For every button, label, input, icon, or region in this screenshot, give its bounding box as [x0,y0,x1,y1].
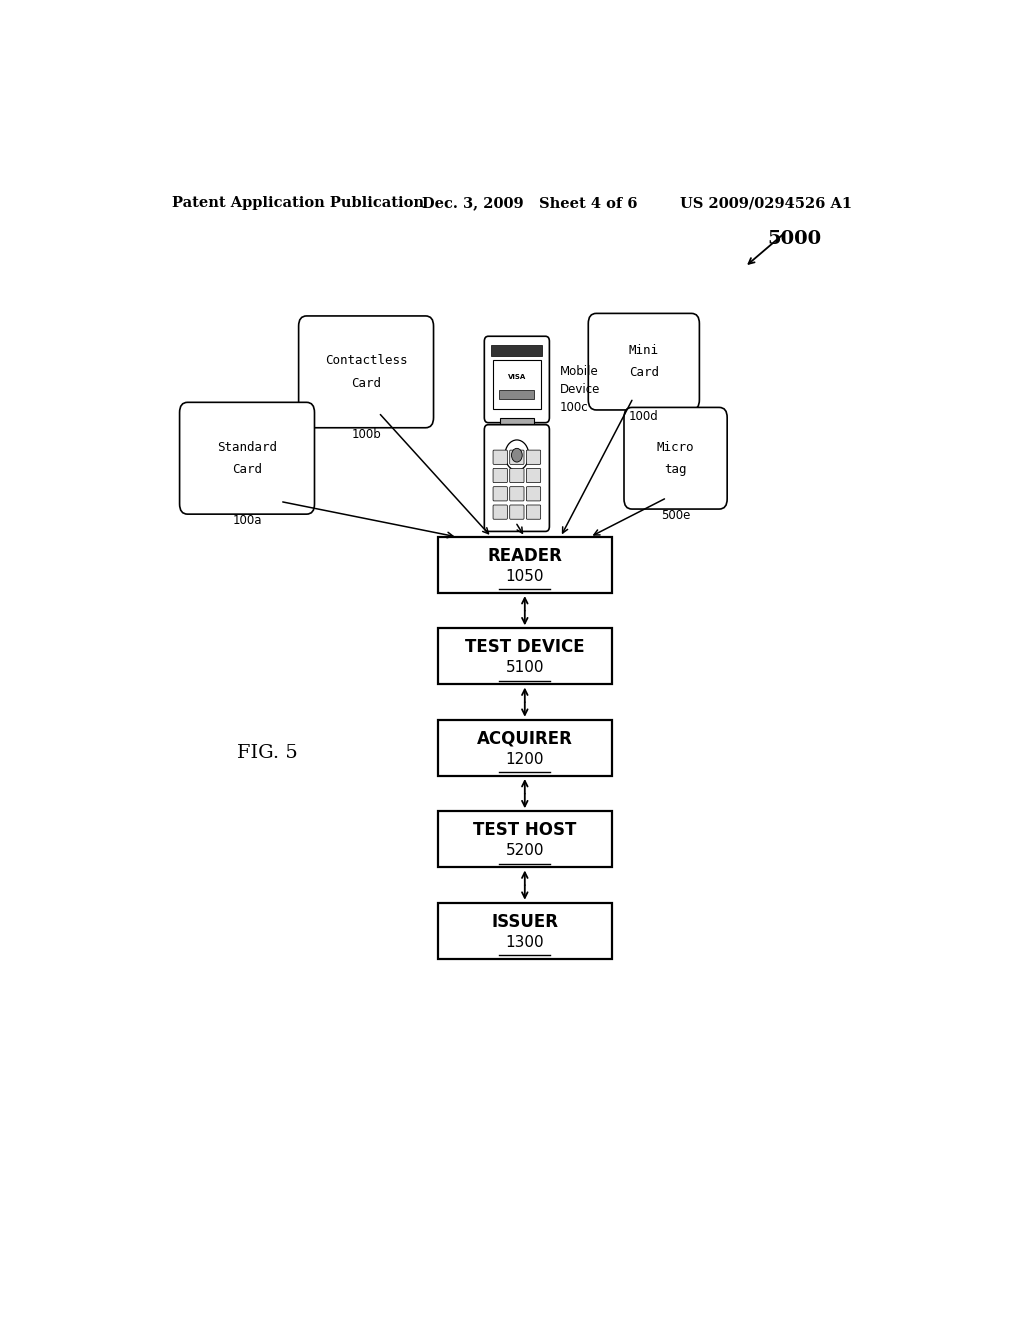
Text: Contactless: Contactless [325,354,408,367]
Text: Dec. 3, 2009   Sheet 4 of 6: Dec. 3, 2009 Sheet 4 of 6 [422,195,637,210]
Text: 100d: 100d [629,411,658,422]
FancyBboxPatch shape [494,450,507,465]
Text: Patent Application Publication: Patent Application Publication [172,195,424,210]
FancyBboxPatch shape [437,903,612,958]
Text: 100b: 100b [351,428,381,441]
FancyBboxPatch shape [437,719,612,776]
Circle shape [505,440,528,470]
FancyBboxPatch shape [624,408,727,510]
Text: Standard: Standard [217,441,278,454]
FancyBboxPatch shape [494,469,507,483]
FancyBboxPatch shape [500,417,534,430]
Text: FIG. 5: FIG. 5 [237,744,297,762]
Text: 5200: 5200 [506,843,544,858]
FancyBboxPatch shape [526,469,541,483]
FancyBboxPatch shape [510,450,524,465]
FancyBboxPatch shape [526,506,541,519]
Text: 1050: 1050 [506,569,544,583]
Circle shape [512,449,522,462]
Text: Card: Card [351,376,381,389]
Text: TEST HOST: TEST HOST [473,821,577,840]
FancyBboxPatch shape [179,403,314,515]
Text: ACQUIRER: ACQUIRER [477,730,572,747]
FancyBboxPatch shape [437,812,612,867]
FancyBboxPatch shape [437,628,612,684]
Bar [492,346,543,355]
FancyBboxPatch shape [526,450,541,465]
Text: VISA: VISA [508,374,526,380]
FancyBboxPatch shape [494,359,541,409]
Text: tag: tag [665,463,687,477]
Text: 500e: 500e [660,510,690,521]
FancyBboxPatch shape [510,469,524,483]
FancyBboxPatch shape [510,506,524,519]
Text: 5100: 5100 [506,660,544,675]
FancyBboxPatch shape [437,537,612,593]
Text: 5000: 5000 [768,230,821,248]
Text: Micro: Micro [656,441,694,454]
FancyBboxPatch shape [494,506,507,519]
Text: Card: Card [629,367,658,379]
Bar [500,391,535,399]
FancyBboxPatch shape [484,337,550,422]
Text: TEST DEVICE: TEST DEVICE [465,639,585,656]
FancyBboxPatch shape [299,315,433,428]
Text: US 2009/0294526 A1: US 2009/0294526 A1 [680,195,852,210]
FancyBboxPatch shape [588,313,699,411]
Text: Card: Card [232,463,262,477]
FancyBboxPatch shape [494,487,507,500]
FancyBboxPatch shape [510,487,524,500]
Text: 1300: 1300 [506,935,544,949]
Text: ISSUER: ISSUER [492,912,558,931]
Text: READER: READER [487,546,562,565]
FancyBboxPatch shape [484,425,550,532]
Text: Mobile
Device
100c: Mobile Device 100c [560,366,600,414]
Text: 100a: 100a [232,515,262,527]
FancyBboxPatch shape [526,487,541,500]
Text: 1200: 1200 [506,751,544,767]
Text: Mini: Mini [629,345,658,356]
